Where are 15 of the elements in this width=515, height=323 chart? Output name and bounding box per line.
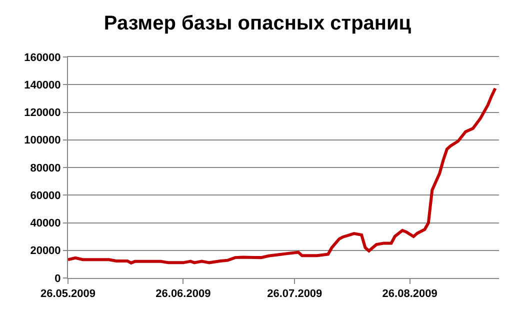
y-tick-label: 20000 <box>30 245 61 258</box>
line-series <box>68 86 497 264</box>
y-tick-label: 80000 <box>30 162 61 174</box>
y-tick-label: 40000 <box>30 218 61 230</box>
x-tick-label: 26.08.2009 <box>382 288 438 300</box>
x-tick-label: 26.05.2009 <box>40 288 96 300</box>
x-tick-label: 26.07.2009 <box>267 288 322 300</box>
x-tick-label: 26.06.2009 <box>156 288 211 300</box>
y-tick-label: 160000 <box>24 52 61 64</box>
y-tick-label: 60000 <box>30 190 61 202</box>
y-tick-label: 0 <box>54 272 61 285</box>
y-tick-label: 140000 <box>24 79 61 92</box>
chart-title: Размер базы опасных страниц <box>104 12 412 35</box>
y-tick-label: 100000 <box>24 134 61 147</box>
y-tick-label: 120000 <box>24 107 61 120</box>
